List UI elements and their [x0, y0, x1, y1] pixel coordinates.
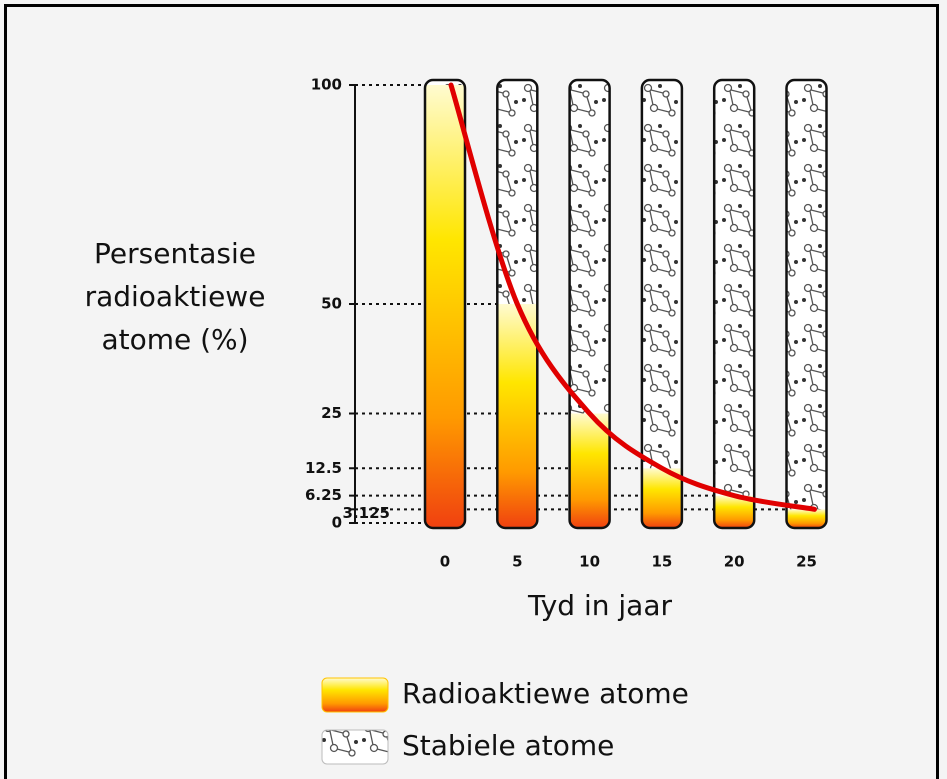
legend-label: Radioaktiewe atome: [402, 677, 689, 710]
tube: [714, 80, 754, 528]
radioactive-segment: [787, 509, 827, 528]
tube-fill: [425, 80, 465, 528]
tube: [787, 80, 827, 528]
y-tick-label: 0: [332, 514, 342, 532]
y-tick-label: 12.5: [305, 459, 342, 477]
x-tick-label: 5: [512, 553, 522, 571]
tube: [425, 80, 465, 528]
x-tick-label: 0: [440, 553, 450, 571]
x-axis-label: Tyd in jaar: [527, 589, 673, 622]
x-tick-label: 20: [724, 553, 745, 571]
y-tick-label: 3.125: [343, 504, 390, 522]
tube-fill: [570, 80, 610, 528]
y-tick-label: 6.25: [305, 486, 342, 504]
y-tick-label: 100: [311, 76, 342, 94]
tube: [570, 80, 610, 528]
stable-segment: [570, 80, 610, 414]
y-tick-label: 50: [321, 295, 342, 313]
legend-label: Stabiele atome: [402, 729, 614, 762]
stable-segment: [714, 80, 754, 496]
tube-fill: [714, 80, 754, 528]
tube-fill: [787, 80, 827, 528]
x-tick-label: 10: [579, 553, 600, 571]
radioactive-segment: [425, 85, 465, 528]
x-tick-label: 25: [796, 553, 817, 571]
stable-segment: [787, 80, 827, 509]
stable-segment: [642, 80, 682, 468]
x-tick-label: 15: [651, 553, 672, 571]
legend-swatch: [322, 678, 388, 712]
legend-swatch: [322, 730, 388, 764]
y-tick-label: 25: [321, 404, 342, 422]
chart: Tyd in jaar 03.1256.2512.525501000510152…: [0, 0, 947, 775]
